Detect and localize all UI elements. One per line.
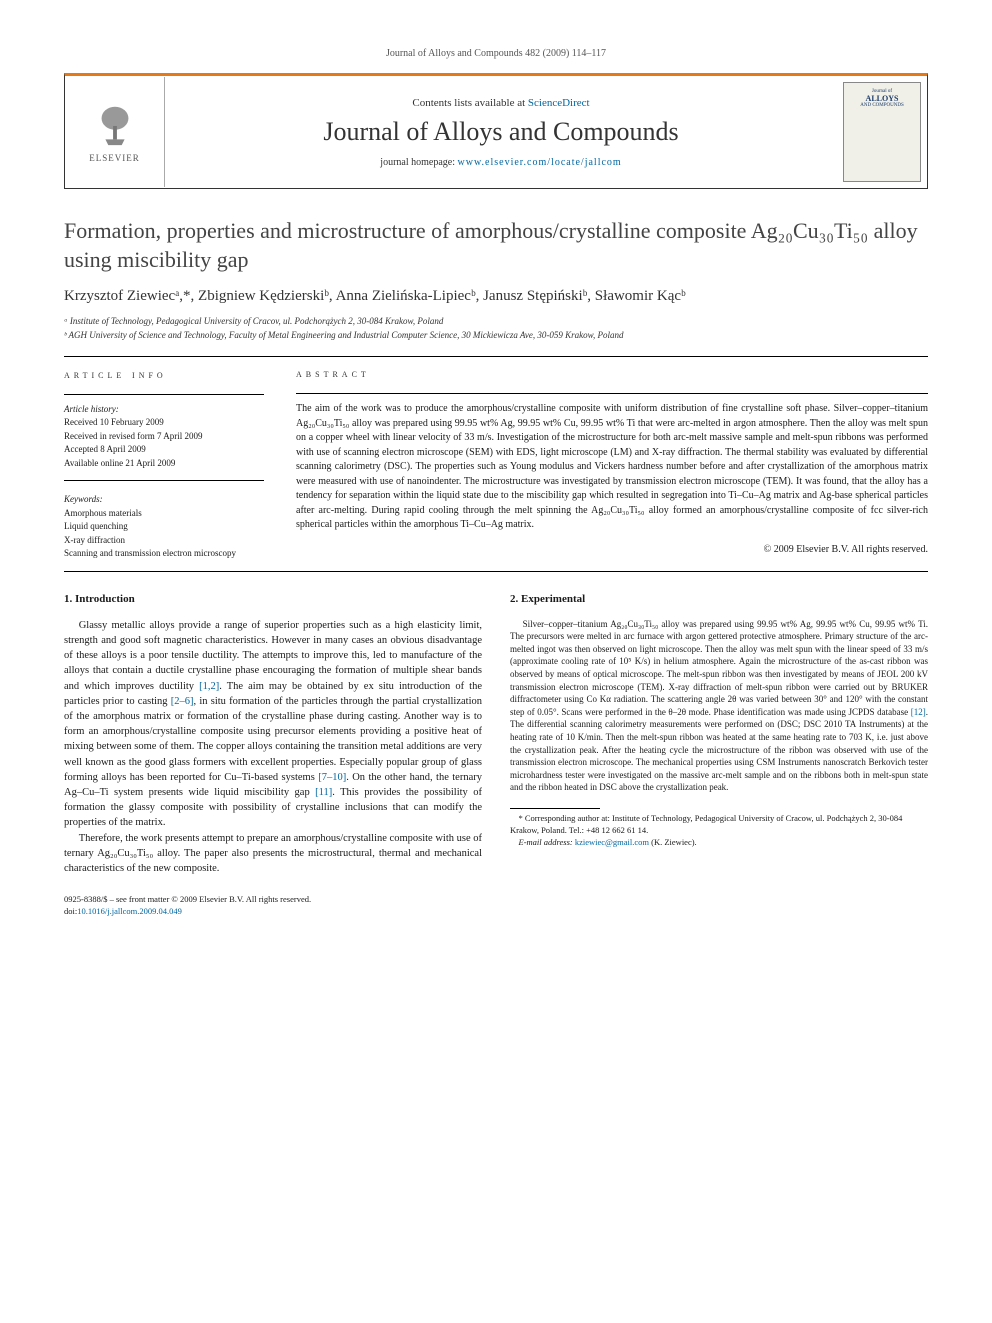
thumb-line2: ALLOYS <box>866 94 899 103</box>
running-head: Journal of Alloys and Compounds 482 (200… <box>64 48 928 59</box>
intro-p1c: , in situ formation of the particles thr… <box>64 696 482 783</box>
footnote-corr: * Corresponding author at: Institute of … <box>510 813 928 837</box>
article-title: Formation, properties and microstructure… <box>64 217 928 274</box>
history-accepted: Accepted 8 April 2009 <box>64 443 264 457</box>
affiliations: ᵃ Institute of Technology, Pedagogical U… <box>64 315 928 342</box>
journal-title: Journal of Alloys and Compounds <box>165 117 837 147</box>
ref-link[interactable]: [11] <box>315 787 332 798</box>
abstract-copyright: © 2009 Elsevier B.V. All rights reserved… <box>296 543 928 558</box>
history-revised: Received in revised form 7 April 2009 <box>64 430 264 444</box>
sciencedirect-link[interactable]: ScienceDirect <box>528 97 590 109</box>
article-info-block: article info Article history: Received 1… <box>64 367 264 561</box>
keyword: X-ray diffraction <box>64 534 264 548</box>
elsevier-tree-icon <box>91 101 139 149</box>
ref-link[interactable]: [1,2] <box>199 681 219 692</box>
experimental-heading: 2. Experimental <box>510 592 928 608</box>
history-online: Available online 21 April 2009 <box>64 457 264 471</box>
page-footer: 0925-8388/$ – see front matter © 2009 El… <box>64 894 928 918</box>
keywords-label: Keywords: <box>64 493 264 507</box>
intro-paragraph-1: Glassy metallic alloys provide a range o… <box>64 618 482 831</box>
keyword: Scanning and transmission electron micro… <box>64 547 264 561</box>
experimental-paragraph: Silver–copper–titanium Ag₂₀Cu₃₀Ti₅₀ allo… <box>510 618 928 794</box>
footnote-email-suffix: (K. Ziewiec). <box>649 837 697 847</box>
ref-link[interactable]: [2–6] <box>171 696 194 707</box>
journal-homepage-link[interactable]: www.elsevier.com/locate/jallcom <box>458 157 622 168</box>
homepage-prefix: journal homepage: <box>380 157 457 168</box>
history-received: Received 10 February 2009 <box>64 416 264 430</box>
intro-paragraph-2: Therefore, the work presents attempt to … <box>64 831 482 877</box>
footer-doi-link[interactable]: 10.1016/j.jallcom.2009.04.049 <box>77 906 182 916</box>
journal-header-box: ELSEVIER Contents lists available at Sci… <box>64 73 928 189</box>
affiliation-a: ᵃ Institute of Technology, Pedagogical U… <box>64 315 928 329</box>
abstract-block: abstract The aim of the work was to prod… <box>296 367 928 561</box>
ref-link[interactable]: [12] <box>911 707 926 717</box>
keyword: Amorphous materials <box>64 507 264 521</box>
footer-issn-line: 0925-8388/$ – see front matter © 2009 El… <box>64 894 928 906</box>
article-info-heading: article info <box>64 367 264 384</box>
exp-p1a: Silver–copper–titanium Ag₂₀Cu₃₀Ti₅₀ allo… <box>510 619 928 717</box>
corresponding-author-footnote: * Corresponding author at: Institute of … <box>510 813 928 849</box>
footnote-email-link[interactable]: kziewiec@gmail.com <box>575 837 649 847</box>
intro-heading: 1. Introduction <box>64 592 482 608</box>
abstract-heading: abstract <box>296 367 928 383</box>
abstract-text: The aim of the work was to produce the a… <box>296 402 928 533</box>
authors-line: Krzysztof Ziewiecᵃ,*, Zbigniew Kędziersk… <box>64 288 928 305</box>
contents-prefix: Contents lists available at <box>412 97 527 109</box>
ref-link[interactable]: [7–10] <box>318 772 346 783</box>
history-label: Article history: <box>64 403 264 417</box>
thumb-line3: AND COMPOUNDS <box>860 103 903 108</box>
journal-cover-thumb: Journal of ALLOYS AND COMPOUNDS <box>843 82 921 182</box>
footer-doi-label: doi: <box>64 906 77 916</box>
affiliation-b: ᵇ AGH University of Science and Technolo… <box>64 329 928 343</box>
keyword: Liquid quenching <box>64 520 264 534</box>
exp-p1b: . The differential scanning calorimetry … <box>510 707 928 793</box>
elsevier-logo: ELSEVIER <box>65 77 165 187</box>
homepage-line: journal homepage: www.elsevier.com/locat… <box>165 157 837 168</box>
contents-line: Contents lists available at ScienceDirec… <box>165 97 837 109</box>
elsevier-label: ELSEVIER <box>89 153 140 163</box>
footnote-email-label: E-mail address: <box>519 837 575 847</box>
